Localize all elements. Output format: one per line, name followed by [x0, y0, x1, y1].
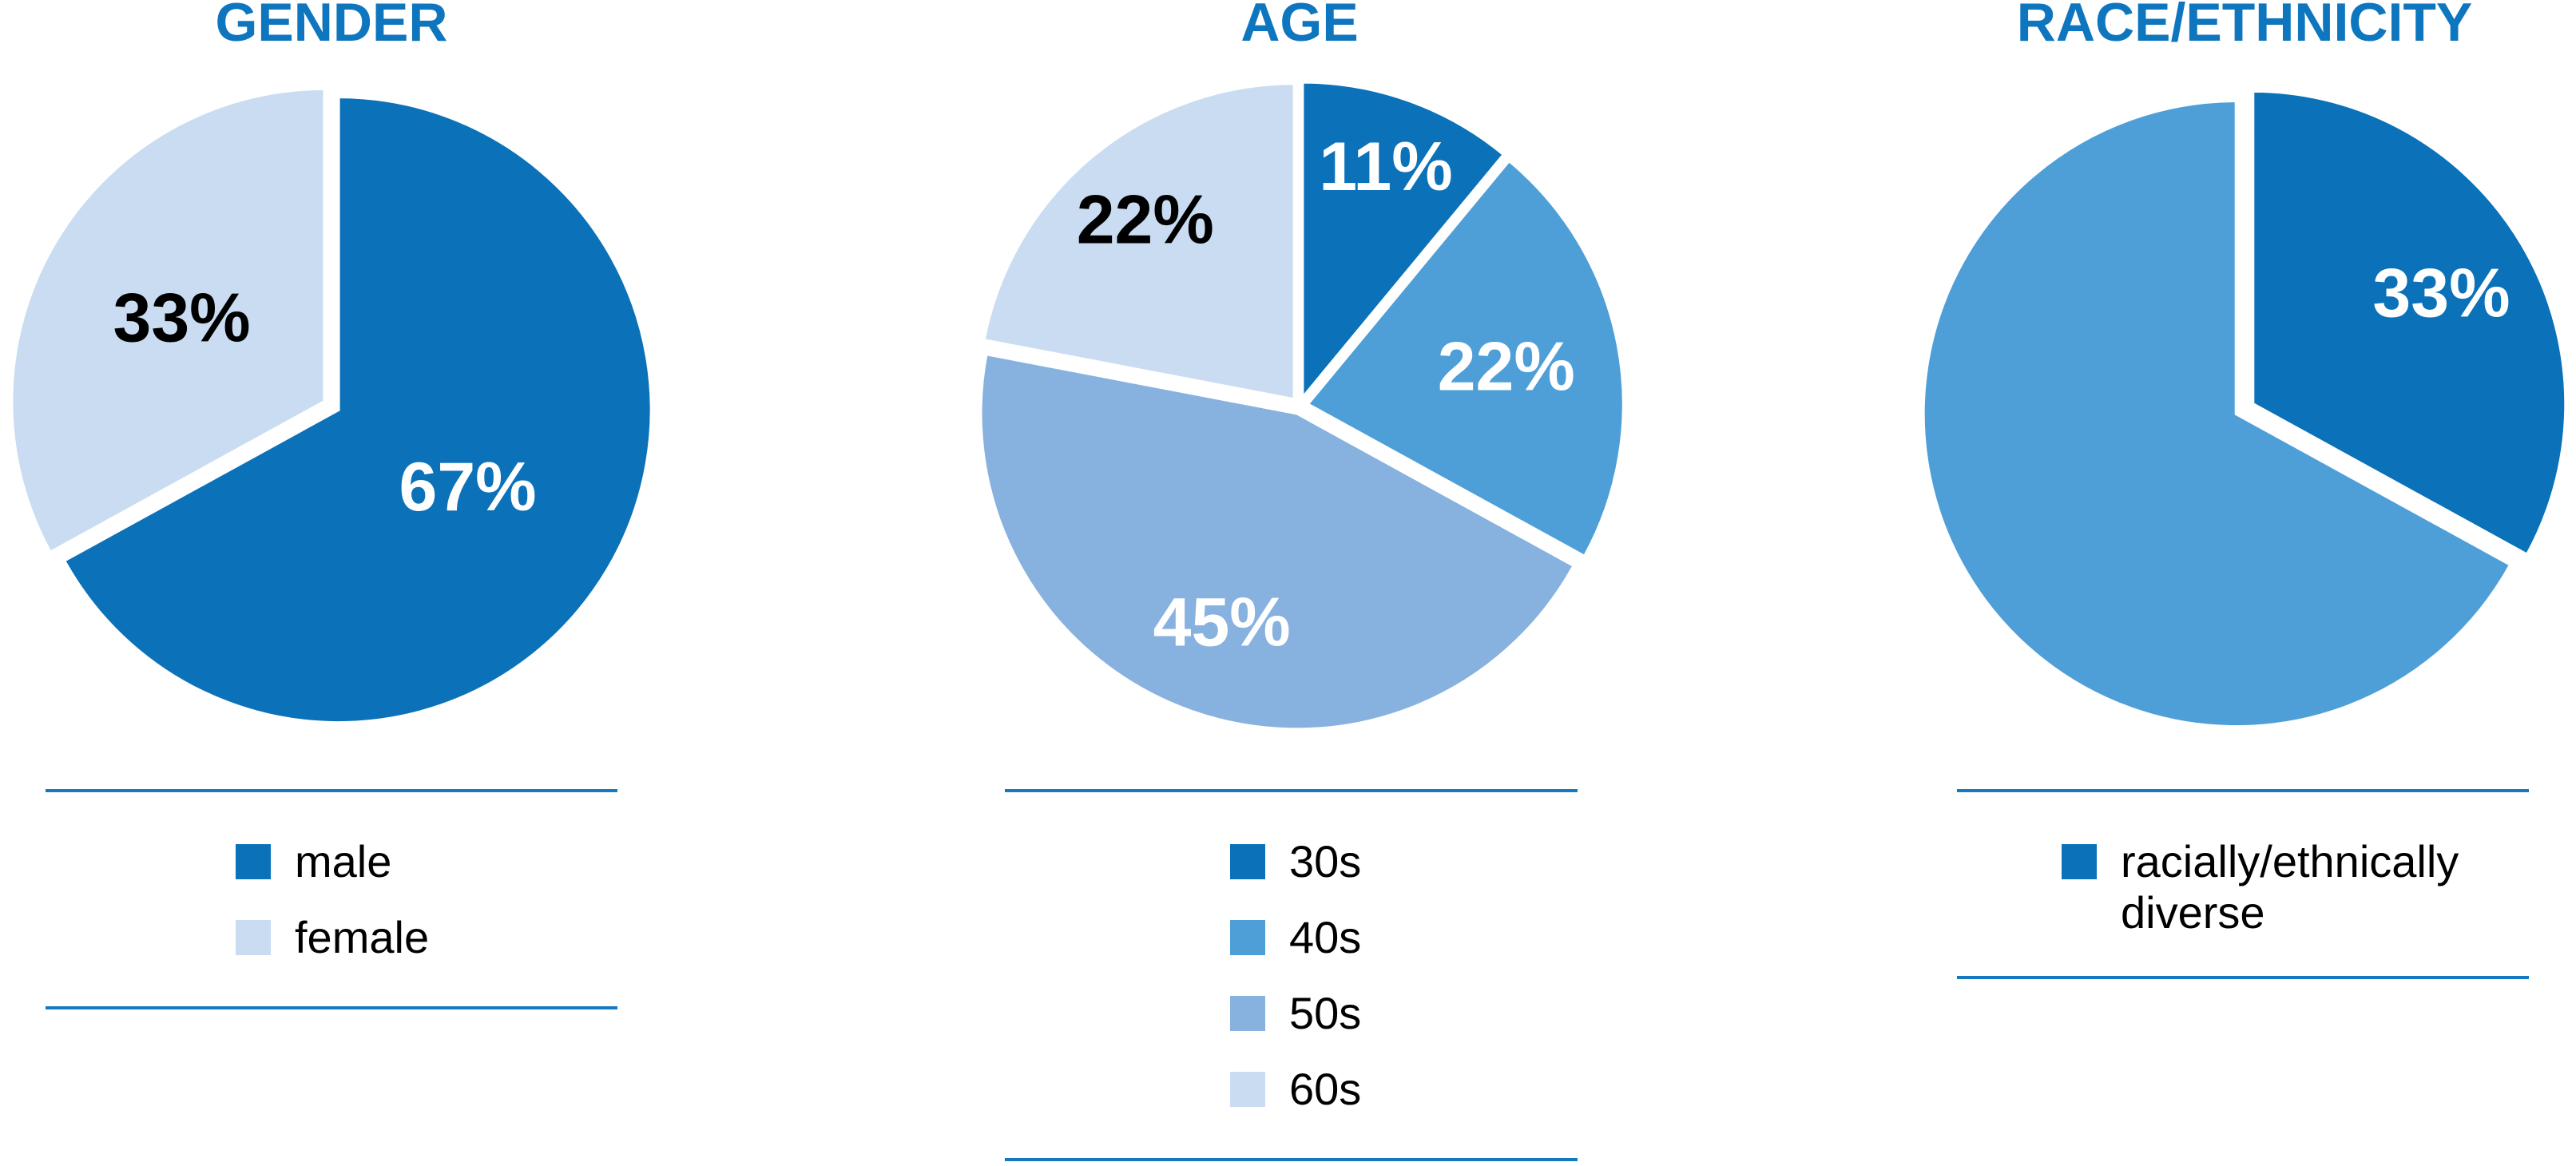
legend-item-60s: 60s	[1230, 1064, 1361, 1115]
legend-label: racially/ethnically diverse	[2121, 836, 2459, 938]
gender-pie: 67% 33%	[10, 86, 653, 725]
legend-item-male: male	[236, 836, 429, 887]
slice-label: 11%	[1319, 129, 1452, 205]
slice-label: 45%	[1153, 584, 1291, 660]
race-ethnicity-chart: RACE/ETHNICITY 33% racially/ethnically d…	[1717, 0, 2576, 1166]
slice-label: 22%	[1077, 182, 1214, 259]
legend-swatch	[236, 920, 271, 955]
age-pie: 11% 22% 45% 22%	[978, 80, 1625, 732]
legend-item-female: female	[236, 912, 429, 963]
slice-30s	[1300, 80, 1506, 403]
legend-item-50s: 50s	[1230, 988, 1361, 1039]
separator-line	[1005, 1158, 1578, 1161]
slice-label: 33%	[113, 280, 251, 356]
gender-legend: male female	[236, 836, 429, 988]
legend-label: 50s	[1289, 988, 1362, 1038]
legend-item-40s: 40s	[1230, 912, 1361, 963]
slice-racially/ethnically diverse	[2251, 89, 2568, 557]
slice-other	[1921, 99, 2513, 729]
age-legend: 30s 40s 50s 60s	[1230, 836, 1361, 1140]
legend-swatch	[1230, 996, 1265, 1031]
legend-item-racially: racially/ethnically diverse	[2062, 836, 2480, 938]
gender-chart-title: GENDER	[215, 0, 448, 53]
slice-male	[62, 95, 653, 725]
legend-label: male	[295, 836, 392, 886]
legend-swatch	[1230, 1072, 1265, 1107]
legend-swatch	[1230, 844, 1265, 879]
legend-swatch	[236, 844, 271, 879]
separator-line	[46, 789, 617, 792]
legend-label: 40s	[1289, 912, 1362, 962]
slice-40s	[1304, 158, 1625, 559]
race-ethnicity-legend: racially/ethnically diverse	[2062, 836, 2480, 963]
separator-line	[1005, 789, 1578, 792]
separator-line	[46, 1006, 617, 1009]
legend-label: 60s	[1289, 1064, 1362, 1114]
slice-female	[10, 86, 327, 555]
legend-swatch	[1230, 920, 1265, 955]
gender-chart: GENDER 67% 33% male female	[0, 0, 859, 1166]
slice-label: 22%	[1438, 329, 1575, 406]
legend-label: 30s	[1289, 836, 1362, 886]
separator-line	[1957, 976, 2529, 979]
separator-line	[1957, 789, 2529, 792]
age-chart-title: AGE	[1240, 0, 1359, 53]
legend-swatch	[2062, 844, 2097, 879]
race-ethnicity-pie: 33%	[1921, 89, 2568, 729]
slice-label: 67%	[399, 449, 537, 525]
legend-item-30s: 30s	[1230, 836, 1361, 887]
slice-label: 33%	[2372, 255, 2510, 331]
slice-50s	[978, 351, 1577, 732]
race-ethnicity-chart-title: RACE/ETHNICITY	[2016, 0, 2473, 53]
legend-label: female	[295, 912, 430, 962]
age-chart: AGE 11% 22% 45% 22% 30s 40s 50s 60s	[859, 0, 1717, 1166]
slice-60s	[982, 81, 1296, 402]
